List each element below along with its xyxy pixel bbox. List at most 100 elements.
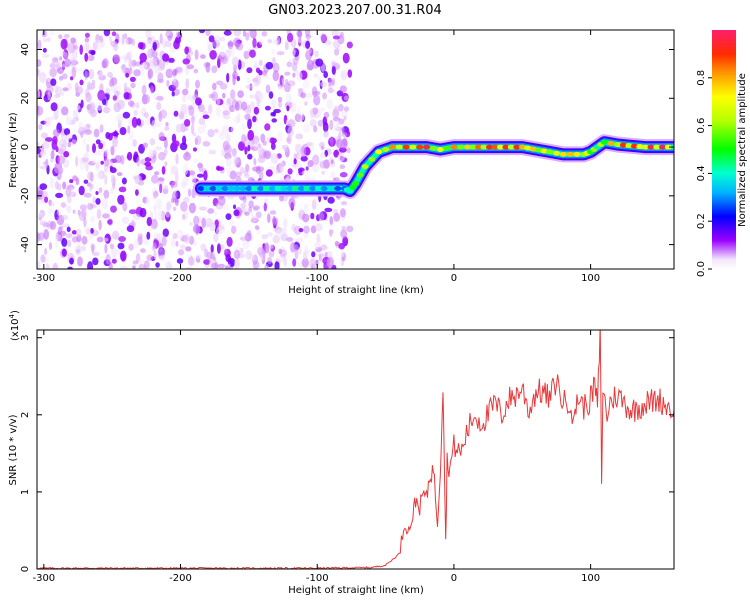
noise-blob	[124, 56, 128, 64]
noise-blob	[343, 106, 350, 112]
ridge-hotspot	[475, 144, 482, 150]
noise-blob	[118, 186, 127, 193]
noise-blob	[87, 202, 94, 210]
noise-blob	[128, 130, 134, 141]
noise-blob	[199, 30, 205, 34]
noise-blob	[161, 165, 166, 175]
noise-blob	[185, 78, 190, 89]
noise-blob	[286, 61, 293, 68]
noise-blob	[128, 243, 134, 251]
noise-blob	[109, 243, 115, 250]
noise-blob	[338, 242, 346, 250]
noise-blob	[334, 240, 340, 247]
noise-blob	[306, 47, 312, 55]
noise-blob	[86, 81, 93, 91]
noise-blob	[226, 72, 230, 83]
y-tick-label: 3	[20, 335, 31, 341]
noise-blob	[116, 90, 121, 96]
noise-blob	[141, 174, 147, 180]
noise-blob	[62, 223, 70, 229]
noise-blob	[231, 148, 237, 157]
ridge-hotspot	[546, 149, 554, 155]
noise-blob	[315, 223, 323, 232]
noise-blob	[174, 198, 179, 206]
noise-blob	[40, 132, 48, 139]
noise-blob	[90, 184, 94, 189]
noise-blob	[145, 39, 154, 48]
noise-blob	[233, 249, 241, 259]
noise-blob	[80, 245, 86, 252]
ridge-hotspot	[368, 156, 376, 162]
noise-blob	[317, 107, 326, 112]
snr-scale-prefix: (x10	[10, 318, 21, 341]
spectrogram-frame	[36, 29, 675, 270]
noise-blob	[188, 202, 196, 214]
noise-blob	[140, 248, 146, 253]
noise-blob	[183, 152, 192, 161]
noise-blob	[269, 210, 277, 215]
noise-blob	[174, 68, 178, 76]
noise-blob	[241, 101, 248, 111]
noise-blob	[283, 256, 288, 268]
noise-blob	[37, 106, 44, 116]
noise-blob	[39, 220, 47, 226]
noise-blob	[84, 41, 90, 52]
noise-blob	[40, 254, 46, 263]
noise-blob	[291, 61, 298, 72]
noise-blob	[208, 35, 215, 43]
noise-blob	[84, 70, 88, 81]
noise-blob	[75, 245, 82, 256]
noise-blob	[253, 139, 259, 151]
noise-blob	[55, 233, 59, 243]
noise-blob	[340, 139, 348, 149]
noise-blob	[323, 71, 329, 79]
ridge-hotspot	[286, 186, 294, 191]
noise-blob	[286, 105, 290, 112]
noise-blob	[232, 56, 239, 68]
noise-blob	[188, 235, 195, 245]
noise-blob	[165, 68, 173, 79]
noise-blob	[65, 233, 73, 239]
noise-blob	[142, 94, 151, 104]
noise-blob	[329, 119, 334, 131]
noise-blob	[164, 261, 168, 268]
noise-blob	[117, 99, 125, 110]
noise-blob	[338, 104, 344, 112]
noise-blob	[253, 76, 259, 87]
noise-blob	[312, 107, 319, 115]
noise-blob	[83, 192, 92, 198]
noise-blob	[105, 131, 110, 140]
noise-blob	[110, 145, 115, 156]
noise-blob	[297, 261, 303, 268]
noise-blob	[101, 60, 107, 69]
noise-blob	[103, 106, 111, 114]
noise-blob	[37, 59, 42, 67]
ridge-hotspot	[529, 146, 537, 152]
ridge-hotspot	[314, 186, 322, 191]
noise-blob	[123, 91, 130, 100]
ridge-hotspot	[416, 144, 424, 150]
noise-blob	[248, 30, 256, 38]
noise-blob	[63, 151, 70, 158]
noise-blob	[305, 166, 309, 171]
noise-blob	[193, 215, 200, 226]
noise-blob	[136, 156, 141, 167]
noise-blob	[131, 38, 136, 46]
noise-blob	[170, 237, 176, 248]
noise-blob	[276, 51, 285, 56]
noise-blob	[347, 69, 353, 78]
noise-blob	[125, 52, 131, 61]
noise-blob	[270, 112, 275, 117]
ridge-hotspot	[507, 144, 515, 150]
noise-blob	[265, 246, 270, 254]
noise-blob	[187, 188, 192, 197]
noise-blob	[91, 79, 96, 85]
noise-blob	[341, 126, 345, 134]
noise-blob	[192, 147, 198, 152]
noise-blob	[259, 38, 264, 45]
noise-blob	[209, 50, 217, 60]
noise-blob	[208, 93, 215, 99]
noise-blob	[328, 78, 332, 87]
noise-blob	[155, 262, 160, 268]
noise-blob	[179, 244, 186, 249]
